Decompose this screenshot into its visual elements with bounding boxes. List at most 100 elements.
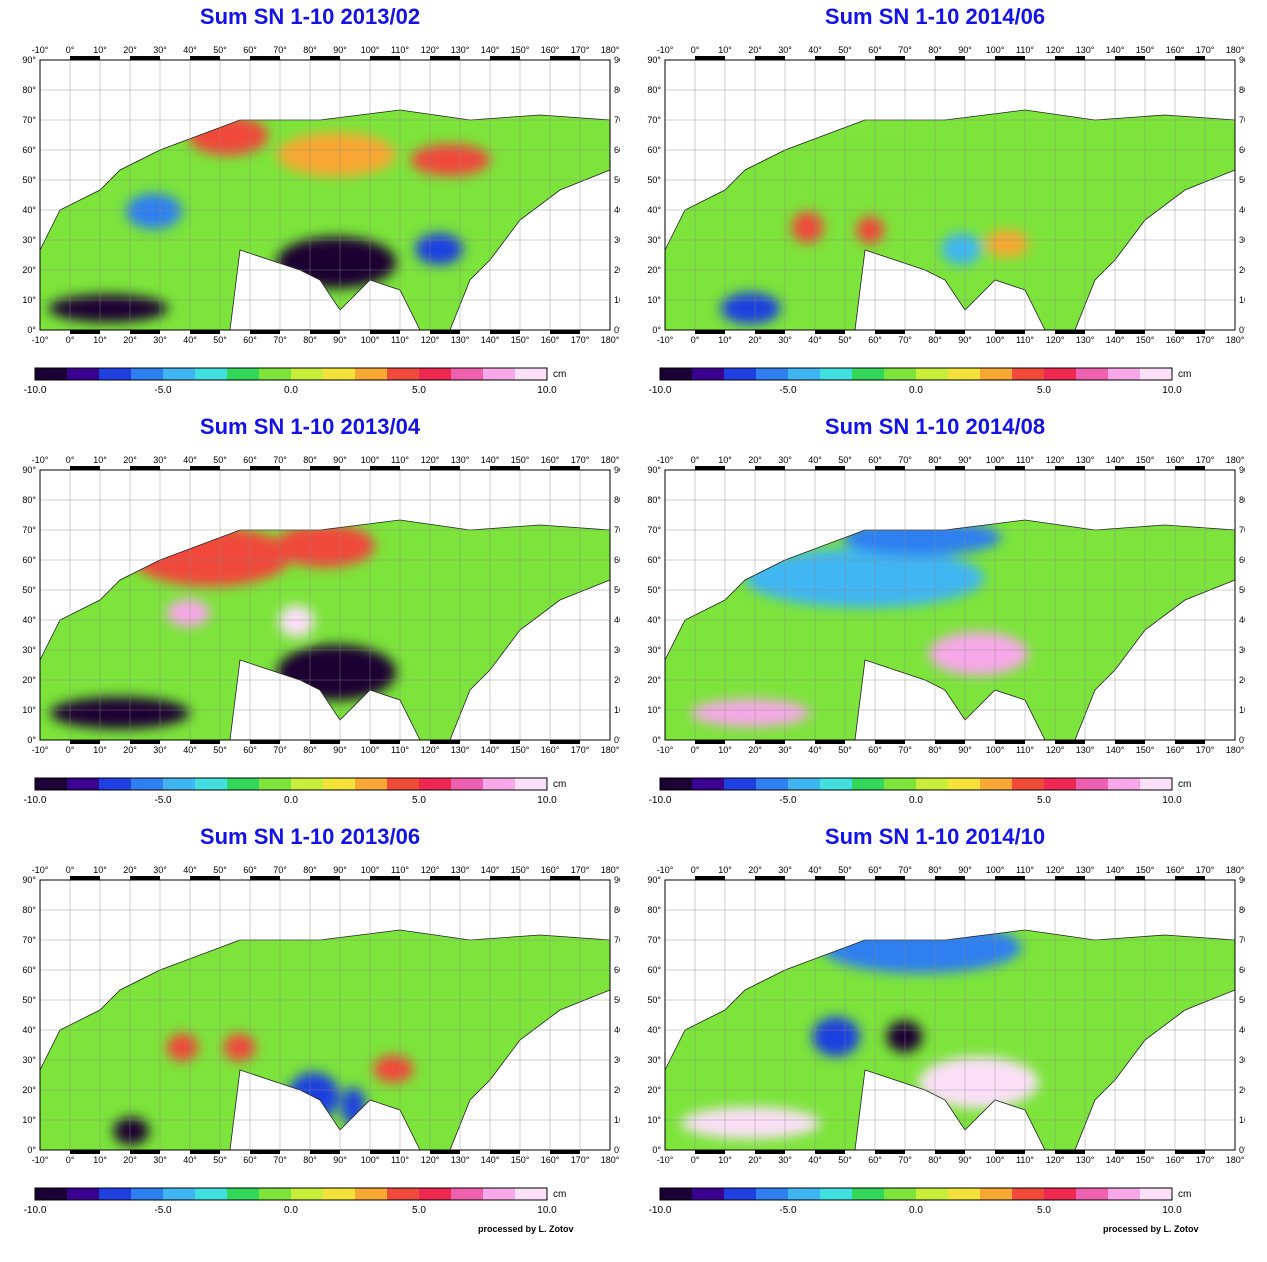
lat-tick-label: 40° (647, 1025, 661, 1035)
frame-tick-block (695, 876, 725, 880)
colorbar-tick-label: 0.0 (284, 1205, 298, 1216)
lon-tick-label: 110° (1016, 45, 1034, 55)
colorbar-swatch (291, 1188, 324, 1200)
colorbar-tick-label: 10.0 (537, 795, 557, 806)
lon-tick-label: 80° (928, 865, 942, 875)
lat-tick-label: 10° (22, 295, 36, 305)
lat-tick-label: 70° (647, 935, 661, 945)
colorbar-swatch (756, 778, 789, 790)
lat-tick-label: 60° (22, 555, 36, 565)
lat-tick-label: 80° (1239, 495, 1245, 505)
lon-tick-label: 140° (481, 745, 500, 755)
frame-tick-block (370, 1150, 400, 1154)
lat-tick-label: 10° (1239, 705, 1245, 715)
lat-tick-label: 20° (22, 675, 36, 685)
lat-tick-label: 50° (614, 995, 620, 1005)
anomaly-region (918, 1056, 1039, 1109)
anomaly-region (941, 233, 982, 265)
lat-tick-label: 10° (22, 1115, 36, 1125)
lon-tick-label: 20° (123, 455, 137, 465)
colorbar-swatch (820, 368, 853, 380)
lon-tick-label: 70° (273, 865, 287, 875)
lon-tick-label: 30° (778, 1155, 792, 1165)
lon-tick-label: 40° (808, 865, 822, 875)
lon-tick-label: 50° (838, 335, 852, 345)
lon-tick-label: 50° (838, 455, 852, 465)
lon-tick-label: 130° (451, 1155, 470, 1165)
lon-tick-label: 20° (123, 865, 137, 875)
lat-tick-label: 70° (1239, 115, 1245, 125)
lat-tick-label: 40° (22, 1025, 36, 1035)
lon-tick-label: 70° (273, 1155, 287, 1165)
frame-tick-block (1175, 466, 1205, 470)
colorbar-swatch (419, 1188, 452, 1200)
lon-tick-label: 140° (481, 1155, 500, 1165)
lon-tick-label: -10° (32, 745, 49, 755)
colorbar-swatch (483, 1188, 516, 1200)
credit-text: processed by L. Zotov (478, 1224, 574, 1234)
lon-tick-label: 100° (361, 865, 380, 875)
colorbar-swatch (1140, 368, 1173, 380)
lat-tick-label: 50° (647, 995, 661, 1005)
lon-tick-label: -10° (32, 335, 49, 345)
frame-tick-block (310, 1150, 340, 1154)
colorbar-swatch (692, 368, 725, 380)
frame-tick-block (1115, 740, 1145, 744)
lat-tick-label: 80° (22, 495, 36, 505)
frame-tick-block (130, 740, 160, 744)
lon-tick-label: 100° (986, 1155, 1005, 1165)
lat-tick-label: 10° (22, 705, 36, 715)
anomaly-region (373, 1055, 414, 1083)
lat-tick-label: 30° (1239, 235, 1245, 245)
lat-tick-label: 30° (22, 1055, 36, 1065)
colorbar-swatch (451, 778, 484, 790)
colorbar-tick-label: 10.0 (1162, 385, 1182, 396)
lat-tick-label: 90° (1239, 55, 1245, 65)
lon-tick-label: 120° (1046, 455, 1065, 465)
lon-tick-label: 130° (1076, 745, 1095, 755)
colorbar-swatch (820, 1188, 853, 1200)
lat-tick-label: 40° (614, 1025, 620, 1035)
lat-tick-label: 60° (22, 965, 36, 975)
lat-tick-label: 60° (647, 965, 661, 975)
frame-tick-block (490, 876, 520, 880)
lon-tick-label: 60° (868, 45, 882, 55)
colorbar-swatch (756, 368, 789, 380)
colorbar-tick-label: -5.0 (154, 795, 172, 806)
frame-tick-block (190, 466, 220, 470)
lon-tick-label: 20° (123, 335, 137, 345)
lon-tick-label: 90° (958, 455, 972, 465)
lon-tick-label: 10° (93, 865, 107, 875)
lon-tick-label: 110° (1016, 745, 1034, 755)
frame-tick-block (1115, 330, 1145, 334)
lat-tick-label: 10° (647, 295, 661, 305)
colorbar-swatch (1140, 1188, 1173, 1200)
colorbar-swatch (980, 1188, 1013, 1200)
colorbar-swatch (1140, 778, 1173, 790)
lon-tick-label: 140° (1106, 865, 1125, 875)
lon-tick-label: 20° (748, 745, 762, 755)
lon-tick-label: 110° (1016, 335, 1034, 345)
colorbar-frame (34, 367, 548, 381)
lon-tick-label: 100° (361, 455, 380, 465)
lon-tick-label: -10° (657, 1155, 674, 1165)
map-panel: Sum SN 1-10 2013/06 -10° -10° 0° 0° 10° 10° 20°… (0, 820, 620, 1234)
lon-tick-label: 80° (303, 335, 317, 345)
frame-tick-block (250, 740, 280, 744)
lon-tick-label: 20° (748, 865, 762, 875)
lon-tick-label: 140° (1106, 335, 1125, 345)
lon-tick-label: 30° (778, 45, 792, 55)
lon-tick-label: 90° (958, 745, 972, 755)
lat-tick-label: 90° (614, 875, 620, 885)
anomaly-region (985, 229, 1029, 258)
colorbar-swatch (1076, 1188, 1109, 1200)
colorbar-swatch (451, 1188, 484, 1200)
lon-tick-label: 110° (391, 335, 409, 345)
lat-tick-label: 40° (1239, 1025, 1245, 1035)
colorbar-swatch (948, 1188, 981, 1200)
lon-tick-label: 60° (243, 745, 257, 755)
lon-tick-label: 90° (333, 745, 347, 755)
lon-tick-label: 150° (511, 865, 530, 875)
lon-tick-label: 50° (213, 1155, 227, 1165)
anomaly-region (791, 211, 824, 244)
